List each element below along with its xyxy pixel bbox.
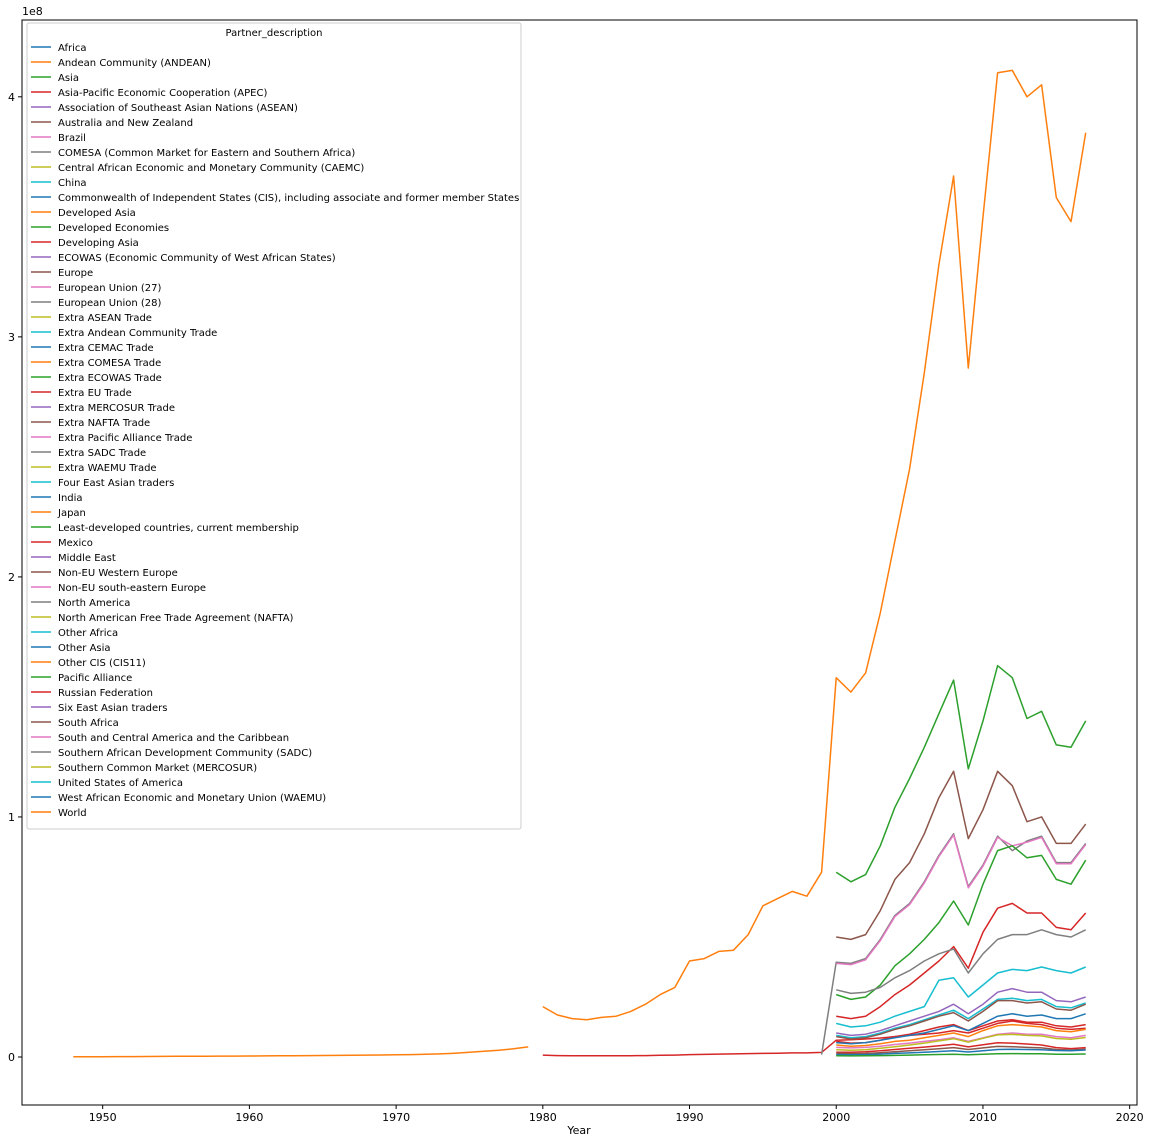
y-offset-text: 1e8 <box>22 5 43 18</box>
legend-label-28: Extra WAEMU Trade <box>58 463 157 474</box>
x-tick-label-0: 1950 <box>89 1111 117 1124</box>
x-tick-label-4: 1990 <box>676 1111 704 1124</box>
series-line-10 <box>836 966 1086 1028</box>
legend-label-17: European Union (28) <box>58 298 162 309</box>
legend-label-35: Non-EU Western Europe <box>58 568 178 579</box>
series-line-8 <box>836 902 1087 1020</box>
legend-label-40: Other Asia <box>58 643 111 654</box>
x-tick-label-2: 1970 <box>382 1111 410 1124</box>
legend-label-7: COMESA (Common Market for Eastern and So… <box>58 148 355 159</box>
series-line-13 <box>836 997 1086 1039</box>
legend-label-24: Extra MERCOSUR Trade <box>58 403 175 414</box>
axes-layer: 1950 1960 1970 1980 1990 2000 2010 2020 0 1 2 3 4 <box>8 91 1144 1124</box>
legend-box <box>26 22 522 830</box>
legend-label-18: Extra ASEAN Trade <box>58 313 152 324</box>
legend-label-14: ECOWAS (Economic Community of West Afric… <box>58 253 336 264</box>
legend-label-19: Extra Andean Community Trade <box>58 328 217 339</box>
y-tick-label-0: 0 <box>8 1051 15 1064</box>
legend-label-38: North American Free Trade Agreement (NAF… <box>58 613 294 624</box>
series-line-18 <box>836 1042 1086 1053</box>
series-line-9 <box>836 929 1087 995</box>
legend-label-10: Commonwealth of Independent States (CIS)… <box>58 193 519 204</box>
legend-label-50: West African Economic and Monetary Union… <box>58 793 326 804</box>
legend-label-39: Other Africa <box>58 628 118 639</box>
series-line-5 <box>820 833 1087 1055</box>
legend-label-33: Mexico <box>58 538 93 549</box>
series-line-0 <box>73 1046 529 1058</box>
legend-label-8: Central African Economic and Monetary Co… <box>58 163 364 174</box>
legend-label-5: Australia and New Zealand <box>58 118 193 129</box>
legend-label-0: Africa <box>58 43 87 54</box>
legend-label-15: Europe <box>58 268 93 279</box>
legend-label-48: Southern Common Market (MERCOSUR) <box>58 763 257 774</box>
series-line-22 <box>836 1052 1086 1057</box>
legend-label-13: Developing Asia <box>58 238 139 249</box>
x-tick-label-5: 2000 <box>822 1111 850 1124</box>
series-line-6 <box>836 834 1087 966</box>
legend-label-20: Extra CEMAC Trade <box>58 343 154 354</box>
y-tick-label-2: 2 <box>8 571 15 584</box>
legend-label-16: European Union (27) <box>58 283 162 294</box>
legend-label-43: Russian Federation <box>58 688 153 699</box>
legend-label-1: Andean Community (ANDEAN) <box>58 58 211 69</box>
legend-label-23: Extra EU Trade <box>58 388 132 399</box>
legend-title: Partner_description <box>226 28 323 39</box>
legend-label-31: Japan <box>57 508 86 519</box>
legend-label-9: China <box>58 178 87 189</box>
legend-label-42: Pacific Alliance <box>58 673 132 684</box>
legend-label-51: World <box>58 808 87 819</box>
x-tick-label-6: 2010 <box>969 1111 997 1124</box>
legend-label-3: Asia-Pacific Economic Cooperation (APEC) <box>58 88 267 99</box>
legend-label-30: India <box>58 493 83 504</box>
legend-label-32: Least-developed countries, current membe… <box>58 523 299 534</box>
plot-area-frame <box>21 19 1138 1106</box>
series-line-4 <box>836 770 1087 941</box>
legend-label-26: Extra Pacific Alliance Trade <box>58 433 192 444</box>
y-tick-label-3: 3 <box>8 331 15 344</box>
legend-label-37: North America <box>58 598 130 609</box>
x-tick-label-7: 2020 <box>1116 1111 1144 1124</box>
series-line-19 <box>836 1045 1086 1055</box>
series-line-7 <box>835 845 1087 1001</box>
legend-label-22: Extra ECOWAS Trade <box>58 373 162 384</box>
legend-label-4: Association of Southeast Asian Nations (… <box>58 103 298 114</box>
legend-label-41: Other CIS (CIS11) <box>58 658 146 669</box>
series-line-3 <box>835 664 1087 883</box>
legend-label-34: Middle East <box>58 553 116 564</box>
legend-label-47: Southern African Development Community (… <box>58 748 312 759</box>
legend-label-27: Extra SADC Trade <box>58 448 146 459</box>
series-line-1 <box>542 69 1087 1021</box>
legend-label-2: Asia <box>58 73 79 84</box>
x-tick-label-3: 1980 <box>529 1111 557 1124</box>
legend-label-46: South and Central America and the Caribb… <box>58 733 289 744</box>
series-line-14 <box>836 999 1086 1040</box>
x-axis-label: Year <box>566 1124 591 1137</box>
series-line-20 <box>836 1033 1086 1052</box>
legend-label-6: Brazil <box>58 133 86 144</box>
series-line-16 <box>836 1023 1086 1047</box>
legend-label-44: Six East Asian traders <box>58 703 167 714</box>
series-line-15 <box>836 1013 1086 1045</box>
series-line-12 <box>836 987 1086 1037</box>
legend-label-36: Non-EU south-eastern Europe <box>58 583 206 594</box>
legend-label-11: Developed Asia <box>58 208 136 219</box>
legend-label-29: Four East Asian traders <box>58 478 174 489</box>
series-line-21 <box>836 1048 1086 1056</box>
x-tick-label-1: 1960 <box>235 1111 263 1124</box>
legend-label-12: Developed Economies <box>58 223 169 234</box>
y-tick-label-1: 1 <box>8 811 15 824</box>
y-tick-label-4: 4 <box>8 91 15 104</box>
legend-label-49: United States of America <box>58 778 183 789</box>
legend-label-25: Extra NAFTA Trade <box>58 418 150 429</box>
legend-label-45: South Africa <box>58 718 119 729</box>
series-line-2 <box>542 1020 1086 1057</box>
series-layer <box>73 69 1087 1058</box>
legend: Partner_description Africa Andean Communit… <box>26 22 522 830</box>
series-line-17 <box>836 1032 1086 1049</box>
legend-label-21: Extra COMESA Trade <box>58 358 161 369</box>
